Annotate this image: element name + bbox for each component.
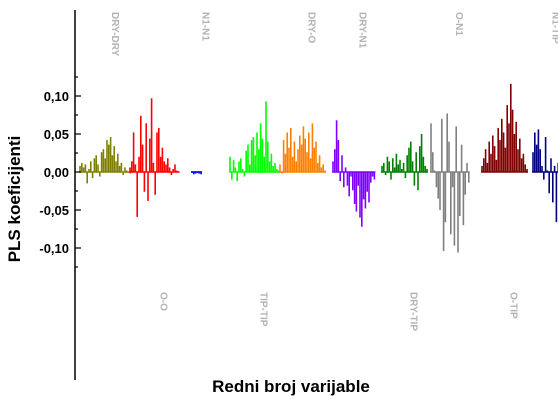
y-tick-label: 0,10	[44, 89, 69, 104]
series-o-n1	[430, 113, 470, 253]
group-label-o-n1: O-N1	[453, 12, 464, 36]
series-dry-n1	[332, 120, 376, 227]
bars-layer	[79, 83, 558, 253]
group-label-dry-tip: DRY-TIP	[408, 292, 419, 331]
group-label-n1-tip: N1-TIP	[550, 12, 558, 44]
y-tick-label: 0,00	[44, 165, 69, 180]
y-tick-label: -0,10	[39, 241, 69, 256]
series-o-o	[129, 98, 180, 217]
group-label-n1-n1: N1-N1	[200, 12, 211, 41]
group-label-dry-dry: DRY-DRY	[109, 12, 120, 57]
y-tick-label: -0,05	[39, 203, 69, 218]
series-dry-o	[279, 123, 326, 174]
series-dry-dry	[79, 137, 134, 184]
group-label-tip-tip: TIP-TIP	[257, 292, 268, 327]
series-tip-tip	[229, 101, 280, 182]
series-o-tip	[481, 83, 528, 173]
y-axis-title: PLS koeficijenti	[5, 136, 24, 263]
series-dry-tip	[381, 134, 428, 191]
group-label-dry-o: DRY-O	[306, 12, 317, 44]
x-axis-title: Redni broj varijable	[212, 377, 370, 396]
series-n1-n1	[191, 171, 202, 175]
group-label-dry-n1: DRY-N1	[357, 12, 368, 49]
y-axis: -0,10 -0,05 0,00 0,05 0,10	[39, 10, 81, 380]
y-tick-label: 0,05	[44, 127, 69, 142]
group-label-o-o: O-O	[157, 292, 168, 311]
series-n1-tip	[532, 129, 558, 223]
group-labels: DRY-DRY O-O N1-N1 TIP-TIP DRY-O DRY-N1 DRY-TIP…	[109, 12, 558, 331]
group-label-o-tip: O-TIP	[508, 292, 519, 319]
